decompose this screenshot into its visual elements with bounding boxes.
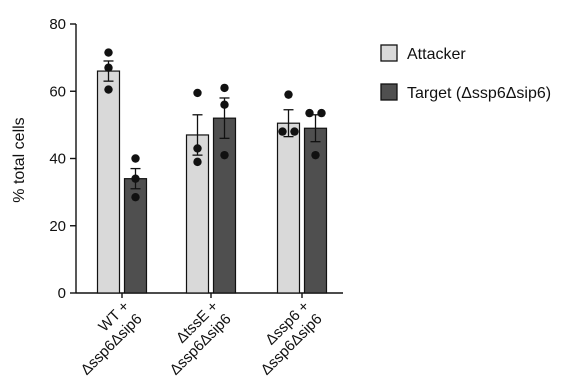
bar [212, 117, 237, 294]
data-point [131, 154, 140, 163]
x-axis [76, 292, 343, 298]
data-point [220, 100, 229, 109]
category-label: ΔtssE +Δssp6Δsip6 [166, 298, 234, 379]
data-point [104, 48, 113, 57]
data-point [305, 108, 314, 118]
y-tick-label: 80 [49, 16, 66, 33]
data-point [311, 150, 320, 160]
bars-layer [96, 48, 328, 294]
category-label: WT +Δssp6Δsip6 [77, 298, 145, 379]
data-point [131, 192, 140, 202]
y-tick-label: 20 [49, 218, 66, 235]
data-point [317, 108, 326, 118]
data-point [193, 144, 202, 153]
data-point [193, 157, 202, 167]
y-tick-label: 60 [49, 83, 66, 100]
legend-label-attacker: Attacker [407, 46, 466, 63]
data-point [220, 150, 229, 160]
category-label: Δssp6 +Δssp6Δsip6 [257, 298, 325, 379]
y-tick-label: 40 [49, 151, 66, 168]
data-point [104, 85, 113, 94]
legend-swatch-attacker [380, 44, 398, 62]
bar [96, 70, 121, 294]
bar [276, 122, 301, 294]
legend: Attacker Target (Δssp6Δsip6) [380, 44, 551, 102]
category-labels: WT +Δssp6Δsip6 ΔtssE +Δssp6Δsip6 Δssp6 +Δs… [77, 298, 325, 379]
data-point [193, 88, 202, 98]
data-point [290, 127, 299, 136]
y-tick-label: 0 [58, 285, 66, 302]
data-point [220, 83, 229, 93]
data-point [284, 90, 293, 99]
y-axis-label: % total cells [11, 117, 28, 202]
legend-swatch-target [380, 83, 398, 101]
data-point [278, 127, 287, 136]
legend-label-target: Target (Δssp6Δsip6) [407, 85, 551, 102]
data-point [131, 174, 140, 183]
y-axis: 0 20 40 60 80 [49, 16, 77, 302]
data-point [104, 63, 113, 72]
